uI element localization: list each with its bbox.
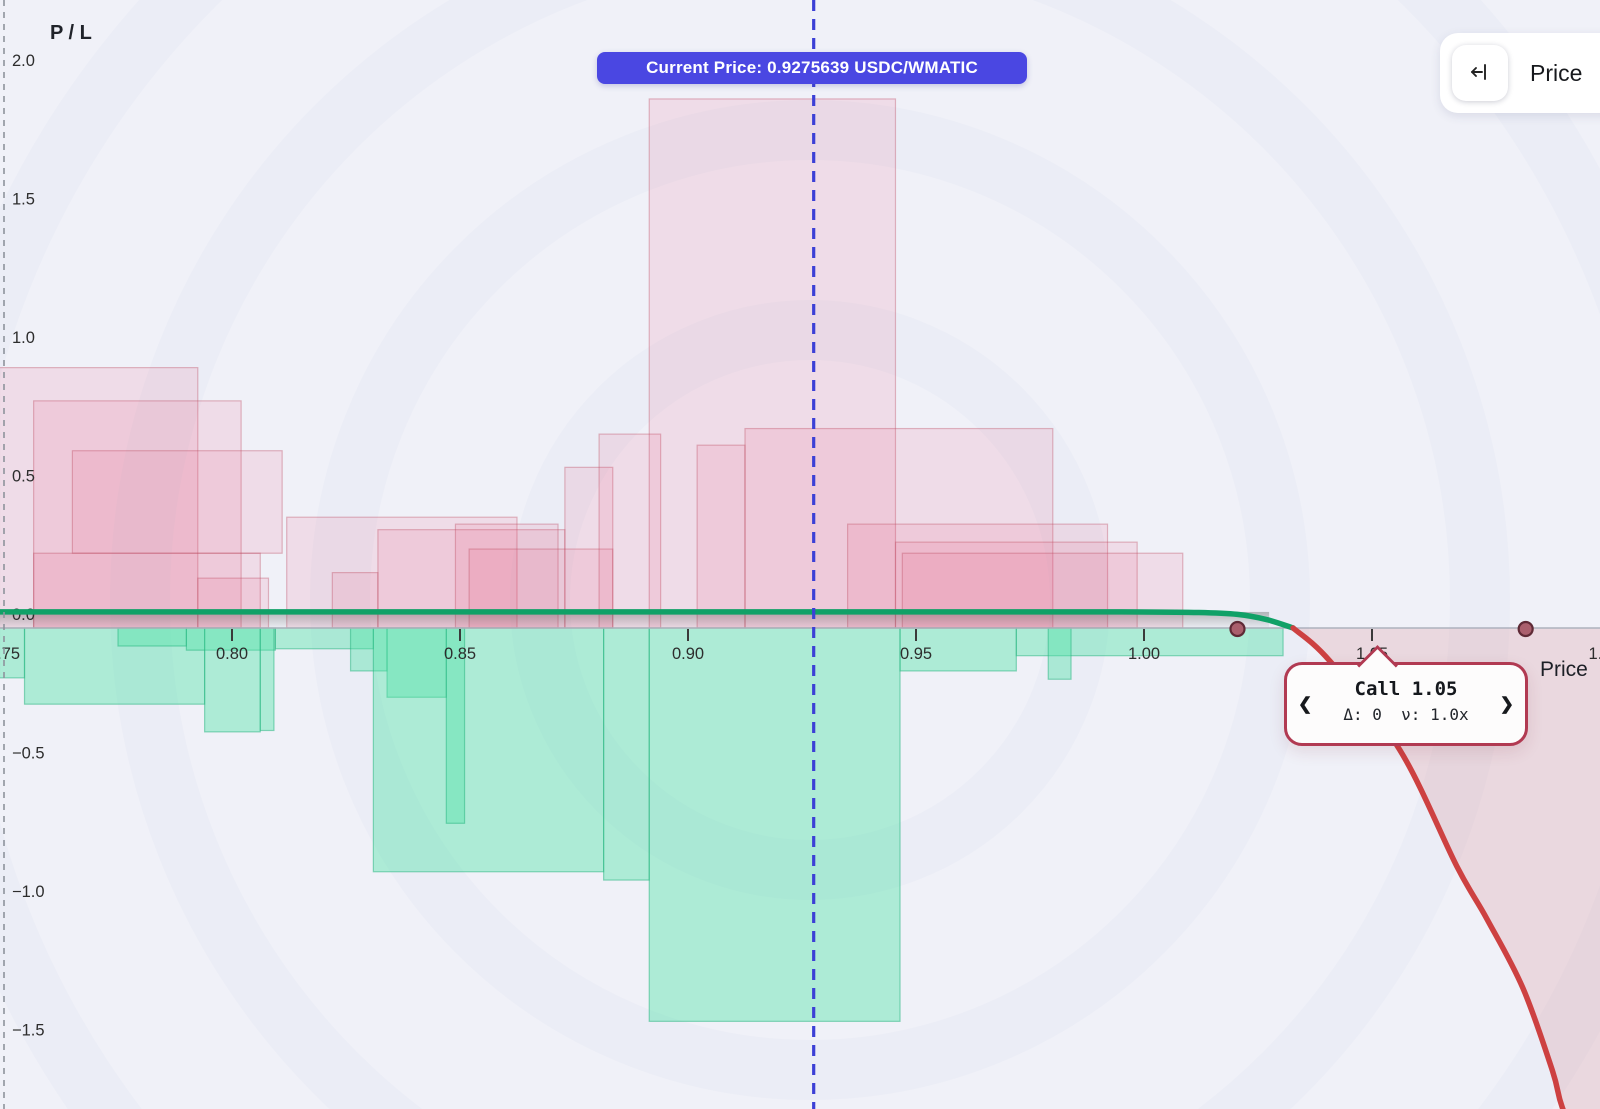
lower-range-bar: [899, 627, 1017, 672]
y-tick-label: 1.5: [12, 191, 35, 209]
upper-range-bar: [564, 466, 614, 629]
chevron-left-icon[interactable]: ❮: [1298, 694, 1313, 714]
y-tick-label: 0.0: [12, 606, 35, 624]
background-ring: [510, 300, 1110, 900]
upper-range-bar: [598, 433, 662, 629]
range-marker-dot[interactable]: [1229, 620, 1246, 638]
lower-range-bar: [204, 627, 261, 733]
lower-range-bar: [23, 627, 206, 705]
x-tick-label: 0.85: [444, 645, 476, 663]
y-tick-label: −1.0: [12, 883, 45, 901]
y-tick-label: −0.5: [12, 745, 45, 763]
position-tooltip[interactable]: Call 1.05 Δ: 0 ν: 1.0x ❮ ❯: [1284, 644, 1528, 746]
upper-range-bar: [71, 450, 283, 554]
axis-toggle-card: Price: [1440, 33, 1600, 113]
x-tick-label: 0.90: [672, 645, 704, 663]
axis-mode-label: Price: [1530, 59, 1583, 86]
lower-range-bar: [603, 627, 650, 881]
upper-range-bar: [33, 400, 242, 629]
x-tick-label: 0.95: [900, 645, 932, 663]
lower-range-bar: [648, 627, 901, 1022]
y-axis-title: P / L: [50, 22, 92, 44]
lower-range-bar: [117, 627, 188, 647]
arrow-left-to-bar-icon: [1468, 60, 1492, 87]
lower-range-bar: [386, 627, 447, 698]
range-marker-dot[interactable]: [1517, 620, 1534, 638]
tooltip-position-greeks: Δ: 0 ν: 1.0x: [1343, 705, 1469, 724]
chevron-right-icon[interactable]: ❯: [1499, 694, 1514, 714]
upper-range-bar: [744, 427, 1054, 629]
profit-band-shadow: [0, 611, 1270, 628]
background-ring: [310, 100, 1310, 1100]
upper-range-bar: [648, 98, 897, 629]
y-tick-label: −1.5: [12, 1022, 45, 1040]
x-tick-label: 1.1: [1589, 645, 1600, 663]
lower-range-bar: [259, 627, 275, 732]
x-axis-title: Price: [1540, 658, 1588, 681]
tooltip-position-title: Call 1.05: [1354, 678, 1458, 700]
current-price-badge: Current Price: 0.9275639 USDC/WMATIC: [597, 52, 1027, 84]
lower-range-bar: [1047, 627, 1072, 680]
lower-range-bar: [372, 627, 605, 873]
x-tick-label: 0.80: [216, 645, 248, 663]
upper-range-bar: [696, 444, 746, 629]
y-tick-label: 1.0: [12, 329, 35, 347]
x-tick-label: 1.00: [1128, 645, 1160, 663]
y-tick-label: 0.5: [12, 468, 35, 486]
x-tick-label: 0.75: [0, 645, 20, 663]
y-tick-label: 2.0: [12, 52, 35, 70]
collapse-panel-button[interactable]: [1452, 45, 1508, 101]
pl-curve-profit: [0, 609, 1296, 631]
background-ring: [110, 0, 1510, 1109]
